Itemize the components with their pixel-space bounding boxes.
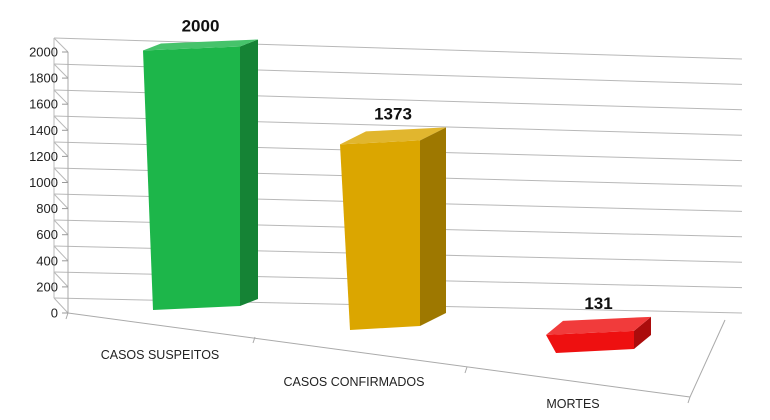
gridline-wall	[53, 63, 69, 79]
y-tick-label: 800	[36, 201, 58, 216]
bar-1	[340, 127, 446, 330]
y-tick-label: 600	[36, 227, 58, 242]
x-category-label: CASOS CONFIRMADOS	[284, 375, 425, 389]
y-tick-label: 200	[36, 279, 58, 294]
gridline-wall	[53, 219, 69, 236]
data-label: 131	[584, 294, 612, 313]
bar-side-face	[634, 316, 651, 349]
bar-side-face	[240, 39, 258, 306]
axes	[53, 38, 726, 404]
bar-top-face	[143, 39, 258, 51]
y-axis-ticks: 0 200 400 600 800 1000 1200 1400 1600 1800 2000	[29, 45, 68, 321]
gridline-wall	[53, 193, 69, 209]
x-tick-mark	[687, 396, 691, 404]
bar-front-face	[340, 140, 420, 330]
gridline	[53, 37, 743, 60]
gridline-wall	[53, 37, 69, 53]
x-tick-mark	[65, 312, 69, 320]
gridline-wall	[53, 245, 69, 262]
y-tick-label: 1800	[29, 71, 58, 86]
bar-side-face	[420, 127, 446, 326]
bar-top-face	[340, 127, 446, 145]
x-category-label: MORTES	[546, 397, 599, 411]
gridline-wall	[53, 167, 69, 183]
x-tick-mark	[464, 366, 468, 374]
data-label: 2000	[182, 17, 220, 36]
gridline-wall	[53, 115, 69, 131]
y-tick-label: 1200	[29, 149, 58, 164]
bar-top-face	[546, 316, 651, 335]
x-tick-mark	[252, 336, 256, 344]
y-tick-label: 400	[36, 253, 58, 268]
floor-right-edge	[689, 319, 726, 398]
x-axis-line	[67, 312, 691, 398]
data-labels: 2000 1373 131	[182, 17, 613, 313]
bar-0	[143, 39, 258, 310]
gridline-wall	[53, 297, 69, 314]
gridline-wall	[53, 271, 69, 288]
bar-front-face	[143, 46, 240, 310]
gridline-wall	[53, 141, 69, 157]
bar-front-face	[546, 330, 634, 353]
y-tick-label: 0	[51, 306, 58, 321]
x-axis-category-labels: CASOS SUSPEITOS CASOS CONFIRMADOS MORTES	[101, 348, 600, 411]
y-tick-label: 1400	[29, 123, 58, 138]
y-tick-label: 1600	[29, 97, 58, 112]
y-tick-label: 1000	[29, 175, 58, 190]
bar-2	[546, 316, 651, 353]
data-label: 1373	[374, 104, 412, 123]
x-category-label: CASOS SUSPEITOS	[101, 348, 220, 362]
y-tick-label: 2000	[29, 45, 58, 60]
bars	[143, 39, 651, 353]
gridline-wall	[53, 89, 69, 105]
